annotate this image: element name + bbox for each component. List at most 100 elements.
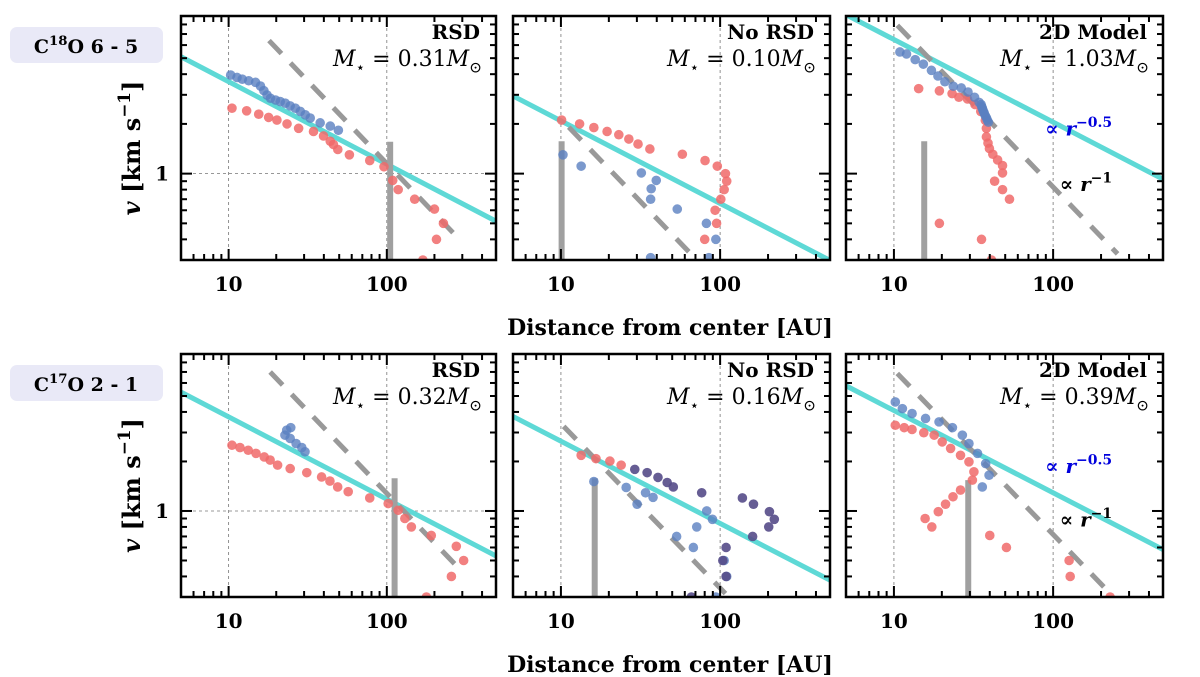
red-point (955, 485, 966, 495)
line-label-pill (10, 365, 163, 401)
x-tick-label: 100 (366, 272, 408, 296)
red-point (964, 457, 974, 467)
red-point (265, 455, 275, 465)
red-point (899, 422, 909, 433)
plot-area (513, 354, 830, 597)
red-point (624, 134, 634, 144)
blue-point (701, 506, 712, 516)
mass-label: M⋆​ = 0.39M⊙​ (999, 385, 1149, 415)
red-point (920, 513, 930, 524)
red-point (927, 522, 937, 532)
red-point (710, 205, 720, 216)
red-point (591, 453, 601, 464)
red-point (719, 184, 729, 195)
y-axis-label: v [km s−1​] (114, 418, 146, 553)
red-point (272, 460, 283, 470)
blue-point (645, 252, 656, 260)
panel-4: 10 100 1 RSD M⋆​ = 0.32M⊙​ (155, 352, 498, 633)
red-point (243, 445, 254, 456)
overlap-point (718, 555, 728, 566)
panel-title: No RSD (727, 358, 814, 382)
red-point (293, 123, 304, 134)
red-point (333, 144, 343, 155)
red-point (997, 184, 1008, 195)
overlap-point (668, 482, 679, 492)
red-point (677, 149, 688, 160)
blue-point (704, 252, 714, 260)
fit-line-r-0.5 (846, 383, 1163, 552)
blue-point (701, 218, 712, 229)
red-point (409, 194, 420, 205)
power-law-annotation: ∝ r−1​ (1060, 506, 1112, 531)
red-point (720, 168, 731, 179)
red-point (282, 119, 292, 129)
panel-6: 10 100 2D Model M⋆​ = 0.39M⊙​ ∝ r−0.5​ ∝ r−1​ (844, 352, 1165, 633)
x-tick-label: 10 (547, 272, 575, 296)
fit-line-r-0.5 (181, 54, 496, 224)
red-point (308, 126, 319, 137)
blue-point (907, 408, 917, 419)
overlap-point (642, 467, 652, 478)
red-point (1065, 571, 1075, 582)
y-axis-label: v [km s−1​] (114, 81, 146, 216)
blue-point (691, 522, 702, 532)
blue-point (977, 482, 988, 492)
red-point (997, 160, 1008, 171)
x-tick-label: 10 (215, 272, 243, 296)
blue-point (897, 403, 908, 414)
blue-point (910, 54, 920, 65)
panel-3: 10 100 2D Model M⋆​ = 1.03M⊙​ ∝ r−0.5​ ∝ r−1​ (844, 14, 1165, 296)
red-point (699, 234, 710, 245)
overlap-point (653, 472, 663, 483)
red-point (934, 86, 945, 96)
red-point (406, 522, 417, 532)
red-point (263, 112, 274, 123)
panel-title: 2D Model (1039, 358, 1147, 382)
y-tick-label: 1 (155, 499, 169, 523)
red-point (967, 475, 978, 485)
plot-area (846, 354, 1163, 597)
power-law-annotation: ∝ r−1​ (1060, 170, 1112, 195)
red-point (343, 486, 353, 497)
red-point (711, 218, 722, 229)
blue-point (621, 482, 631, 493)
blue-point (281, 425, 292, 435)
red-point (379, 161, 389, 172)
blue-point (672, 204, 683, 214)
overlap-point (629, 464, 640, 475)
blue-point (558, 150, 568, 160)
mass-label: M⋆​ = 0.16M⊙​ (666, 385, 816, 415)
red-point (387, 175, 398, 186)
fit-line-r-0.5 (513, 414, 830, 583)
fit-line-r-0.5 (513, 93, 830, 260)
line-label: C17​O 2 - 1 (34, 372, 138, 396)
panel-1: 10 100 1 RSD M⋆​ = 0.31M⊙​ (155, 14, 498, 296)
blue-point (933, 71, 943, 81)
blue-point (918, 59, 929, 69)
red-point (393, 184, 403, 195)
red-point (438, 218, 449, 229)
red-point (940, 499, 951, 509)
red-point (301, 467, 312, 478)
overlap-point (747, 531, 758, 542)
red-point (272, 115, 282, 125)
red-point (556, 115, 567, 125)
blue-point (984, 470, 994, 481)
blue-point (651, 175, 662, 186)
dashed-line-r-1 (566, 125, 695, 258)
fit-line-r-0.5 (846, 16, 1163, 182)
red-point (574, 119, 585, 129)
red-point (383, 498, 393, 509)
blue-point (920, 413, 931, 424)
overlap-point (696, 487, 707, 498)
dashed-line-r-1 (895, 371, 1115, 597)
blue-point (964, 438, 974, 449)
x-tick-label: 10 (880, 609, 908, 633)
blue-point (947, 422, 958, 433)
blue-point (325, 121, 336, 131)
red-point (929, 430, 939, 440)
blue-point (983, 117, 994, 127)
red-point (431, 234, 442, 245)
red-point (253, 109, 264, 119)
red-point (227, 103, 237, 113)
